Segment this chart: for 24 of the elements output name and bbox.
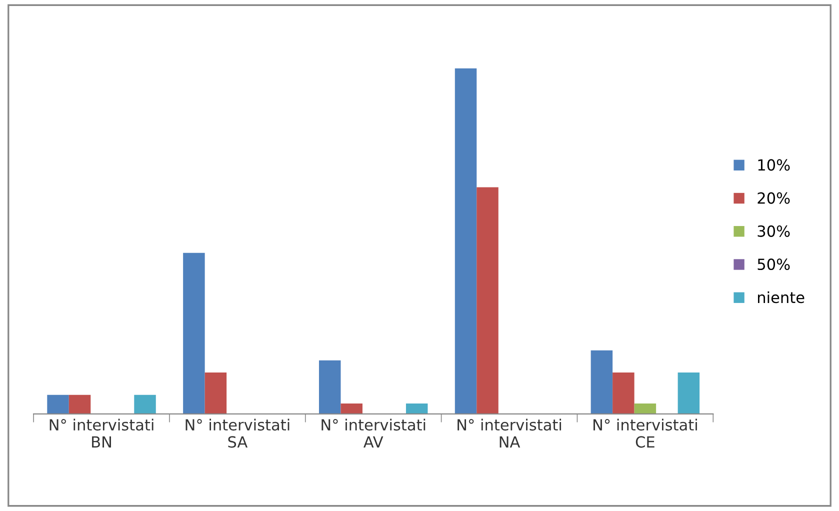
legend-label: 50%: [758, 258, 790, 270]
x-tick-label: N° intervistati BN: [50, 418, 154, 448]
x-tick-label: N° intervistati NA: [458, 418, 562, 448]
bar: [68, 394, 91, 414]
bar: [134, 394, 156, 414]
bar: [612, 372, 634, 414]
bar: [476, 187, 498, 414]
bar: [406, 404, 428, 414]
bar: [454, 68, 477, 414]
legend-label: 10%: [758, 159, 790, 171]
x-tick-label: N° intervistati AV: [322, 418, 426, 448]
bar: [47, 394, 69, 414]
bar: [590, 350, 613, 414]
bar: [204, 372, 227, 414]
bar: [183, 252, 205, 414]
legend-label: 20%: [758, 192, 790, 204]
bar: [340, 404, 362, 414]
legend-label: 30%: [758, 225, 790, 237]
bar: [318, 360, 341, 414]
bar: [634, 404, 656, 414]
x-tick-label: N° intervistati SA: [186, 418, 290, 448]
bar: [678, 372, 700, 414]
x-tick-label: N° intervistati CE: [594, 418, 697, 448]
legend-label: niente: [758, 291, 804, 304]
